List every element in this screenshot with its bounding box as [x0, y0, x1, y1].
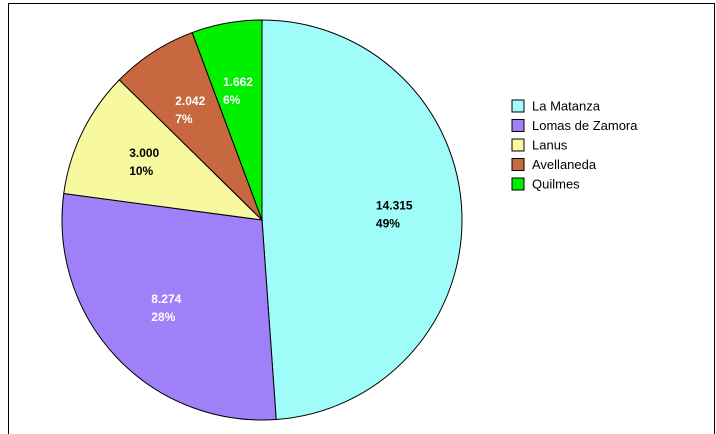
pie-slice — [191, 19, 263, 221]
legend-swatch — [511, 138, 525, 152]
value-label: 2.042 — [175, 94, 205, 108]
pie-slice — [61, 192, 277, 421]
legend-label: La Matanza — [532, 98, 601, 113]
legend-swatch — [511, 177, 525, 191]
legend-label: Quilmes — [532, 176, 580, 191]
value-label: 8.274 — [151, 292, 181, 306]
value-label: 1.662 — [223, 75, 253, 89]
legend-swatch — [511, 119, 525, 132]
percent-label: 7% — [175, 112, 193, 126]
value-label: 3.000 — [129, 146, 159, 160]
legend-swatch — [511, 158, 525, 171]
legend-label: Avellaneda — [532, 157, 597, 172]
value-label: 14.315 — [376, 199, 413, 213]
pie-slice — [261, 19, 463, 421]
percent-label: 10% — [129, 164, 153, 178]
legend-label: Lanus — [532, 137, 568, 152]
percent-label: 28% — [151, 310, 175, 324]
percent-label: 6% — [223, 93, 241, 107]
pie-slice — [63, 79, 264, 221]
legend-label: Lomas de Zamora — [532, 118, 638, 133]
legend-swatch — [511, 99, 525, 113]
percent-label: 49% — [376, 217, 400, 231]
